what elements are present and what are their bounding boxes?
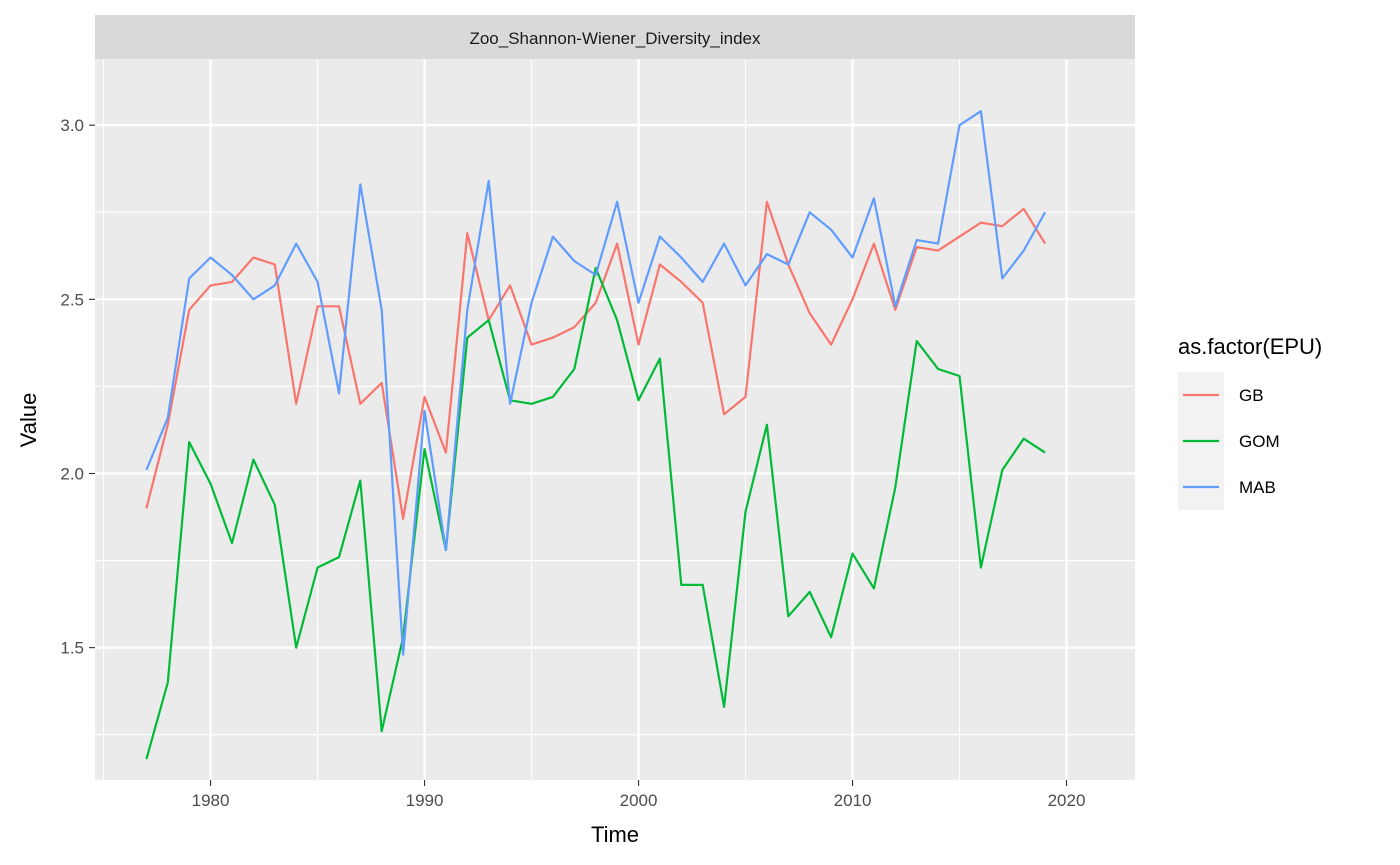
x-tick-label: 2000 — [620, 791, 658, 810]
y-axis-title: Value — [16, 393, 41, 448]
strip-background — [95, 15, 1135, 59]
y-axis: 1.5 2.0 2.5 3.0 — [60, 116, 95, 658]
x-tick-label: 1990 — [406, 791, 444, 810]
x-axis-title: Time — [591, 822, 639, 847]
legend-title: as.factor(EPU) — [1178, 334, 1322, 359]
series-line-mab — [145, 110, 1047, 656]
legend-label-mab: MAB — [1239, 478, 1276, 497]
y-tick-label: 3.0 — [60, 116, 84, 135]
legend-label-gom: GOM — [1239, 432, 1280, 451]
series-layer — [145, 110, 1047, 760]
series-line-gom — [145, 266, 1046, 760]
y-tick-label: 2.5 — [60, 290, 84, 309]
facet-title: Zoo_Shannon-Wiener_Diversity_index — [469, 29, 761, 48]
plot-panel — [95, 59, 1135, 780]
series-line-gb — [145, 200, 1047, 520]
grid-minor — [95, 59, 1135, 780]
legend: as.factor(EPU) GB GOM MAB — [1178, 334, 1322, 510]
x-tick-label: 2020 — [1048, 791, 1086, 810]
y-tick-label: 1.5 — [60, 639, 84, 658]
x-axis: 1980 1990 2000 2010 2020 — [192, 780, 1086, 810]
y-tick-label: 2.0 — [60, 464, 84, 483]
x-tick-label: 2010 — [834, 791, 872, 810]
x-tick-label: 1980 — [192, 791, 230, 810]
legend-label-gb: GB — [1239, 386, 1264, 405]
